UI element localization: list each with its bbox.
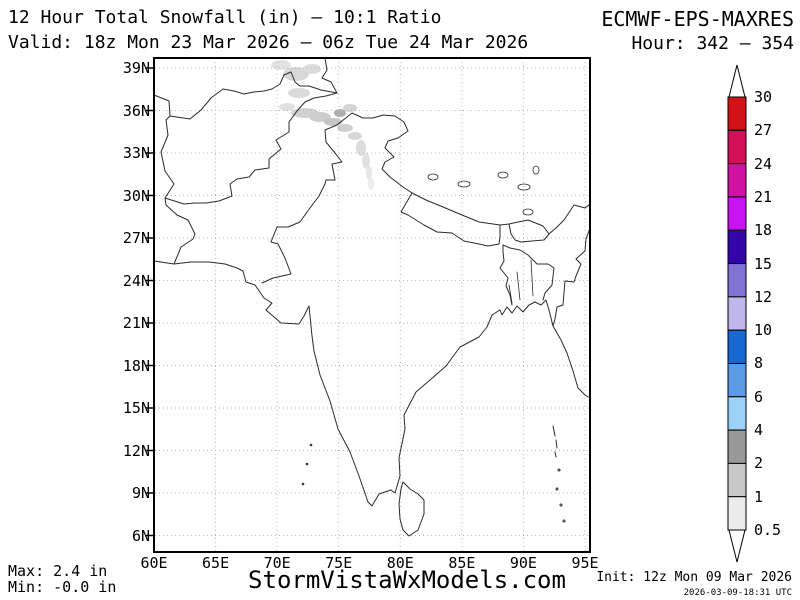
lat-label: 9N (131, 484, 150, 502)
coastlines-and-borders (153, 57, 591, 537)
border-naf (552, 306, 558, 327)
colorbar-segment (727, 362, 747, 398)
delta-rivers (508, 259, 534, 304)
colorbar-segment (727, 296, 747, 331)
colorbar-segment (727, 496, 747, 531)
valid-time: Valid: 18z Mon 23 Mar 2026 – 06z Tue 24 … (8, 32, 529, 53)
map-title: 12 Hour Total Snowfall (in) – 10:1 Ratio (8, 7, 442, 28)
border-india-myanmar (556, 227, 591, 308)
colorbar-segment (727, 263, 747, 298)
lon-label: 65E (202, 554, 230, 572)
colorbar-arrow-down (728, 529, 746, 563)
colorbar-tick-label: 12 (754, 287, 773, 306)
forecast-hour: Hour: 342 – 354 (631, 33, 794, 54)
colorbar-segment (727, 196, 747, 231)
lat-label: 24N (122, 271, 150, 290)
islands (301, 425, 566, 523)
lat-label: 27N (122, 229, 150, 247)
colorbar-segment (727, 96, 747, 131)
lat-label: 12N (122, 441, 150, 460)
lon-label: 70E (263, 554, 291, 572)
coastline (153, 260, 591, 507)
border-iran (153, 94, 196, 265)
lon-label: 75E (325, 554, 353, 572)
colorbar-arrow-up (728, 64, 746, 98)
lat-label: 6N (131, 526, 150, 545)
lat-label: 18N (122, 356, 150, 375)
colorbar-tick-label: 1 (754, 487, 764, 506)
colorbar-tick-label: 0.5 (754, 521, 782, 540)
colorbar-segment (727, 129, 747, 165)
colorbar (727, 96, 747, 531)
init-time: Init: 12z Mon 09 Mar 2026 (596, 570, 792, 585)
lat-label: 39N (122, 59, 150, 77)
colorbar-tick-label: 21 (754, 187, 773, 206)
colorbar-tick-label: 30 (754, 88, 773, 106)
border-bhutan-south (508, 223, 550, 243)
colorbar-tick-label: 2 (754, 454, 764, 473)
colorbar-segment (727, 429, 747, 464)
colorbar-segment (727, 462, 747, 498)
border-nepal-north (411, 192, 501, 226)
axis-ticks (146, 67, 153, 537)
lat-label: 33N (122, 144, 150, 162)
lat-label: 21N (122, 314, 150, 332)
colorbar-segment (727, 329, 747, 364)
colorbar-segment (727, 396, 747, 431)
border-india-pakistan (261, 112, 374, 284)
colorbar-tick-label: 8 (754, 354, 764, 373)
colorbar-tick-label: 24 (754, 154, 773, 173)
lon-label: 90E (509, 554, 537, 572)
lat-label: 30N (122, 186, 150, 205)
generated-timestamp: 2026-03-09-18:31 UTC (683, 588, 792, 598)
lon-label: 80E (386, 554, 414, 572)
colorbar-tick-label: 15 (754, 254, 773, 273)
border-bangladesh (499, 244, 555, 306)
border-nepal-south (400, 192, 501, 247)
colorbar-segment (727, 229, 747, 265)
lat-label: 36N (122, 101, 150, 120)
model-name: ECMWF-EPS-MAXRES (601, 7, 794, 31)
colorbar-tick-label: 27 (754, 121, 773, 140)
snowfall-shading (271, 60, 374, 190)
watermark: StormVistaWxModels.com (248, 566, 566, 594)
border-afghan-north (169, 71, 338, 120)
colorbar-tick-label: 6 (754, 387, 764, 406)
lat-label: 15N (122, 399, 150, 417)
colorbar-tick-label: 10 (754, 321, 773, 340)
max-value: Max: 2.4 in (8, 562, 108, 580)
colorbar-tick-label: 18 (754, 221, 773, 240)
border-ladakh-china (372, 114, 413, 194)
gridlines (153, 58, 589, 552)
min-value: Min: -0.0 in (8, 578, 117, 596)
border-durand (164, 92, 338, 205)
map-frame (153, 57, 591, 553)
lon-label: 85E (448, 554, 476, 572)
border-himalaya-east (499, 203, 591, 235)
colorbar-tick-label: 4 (754, 421, 764, 440)
colorbar-segment (727, 163, 747, 198)
tibetan-lakes (427, 165, 540, 216)
lon-label: 95E (571, 554, 599, 572)
sri-lanka (398, 481, 425, 537)
border-pamir (321, 57, 338, 94)
lon-label: 60E (140, 554, 168, 572)
